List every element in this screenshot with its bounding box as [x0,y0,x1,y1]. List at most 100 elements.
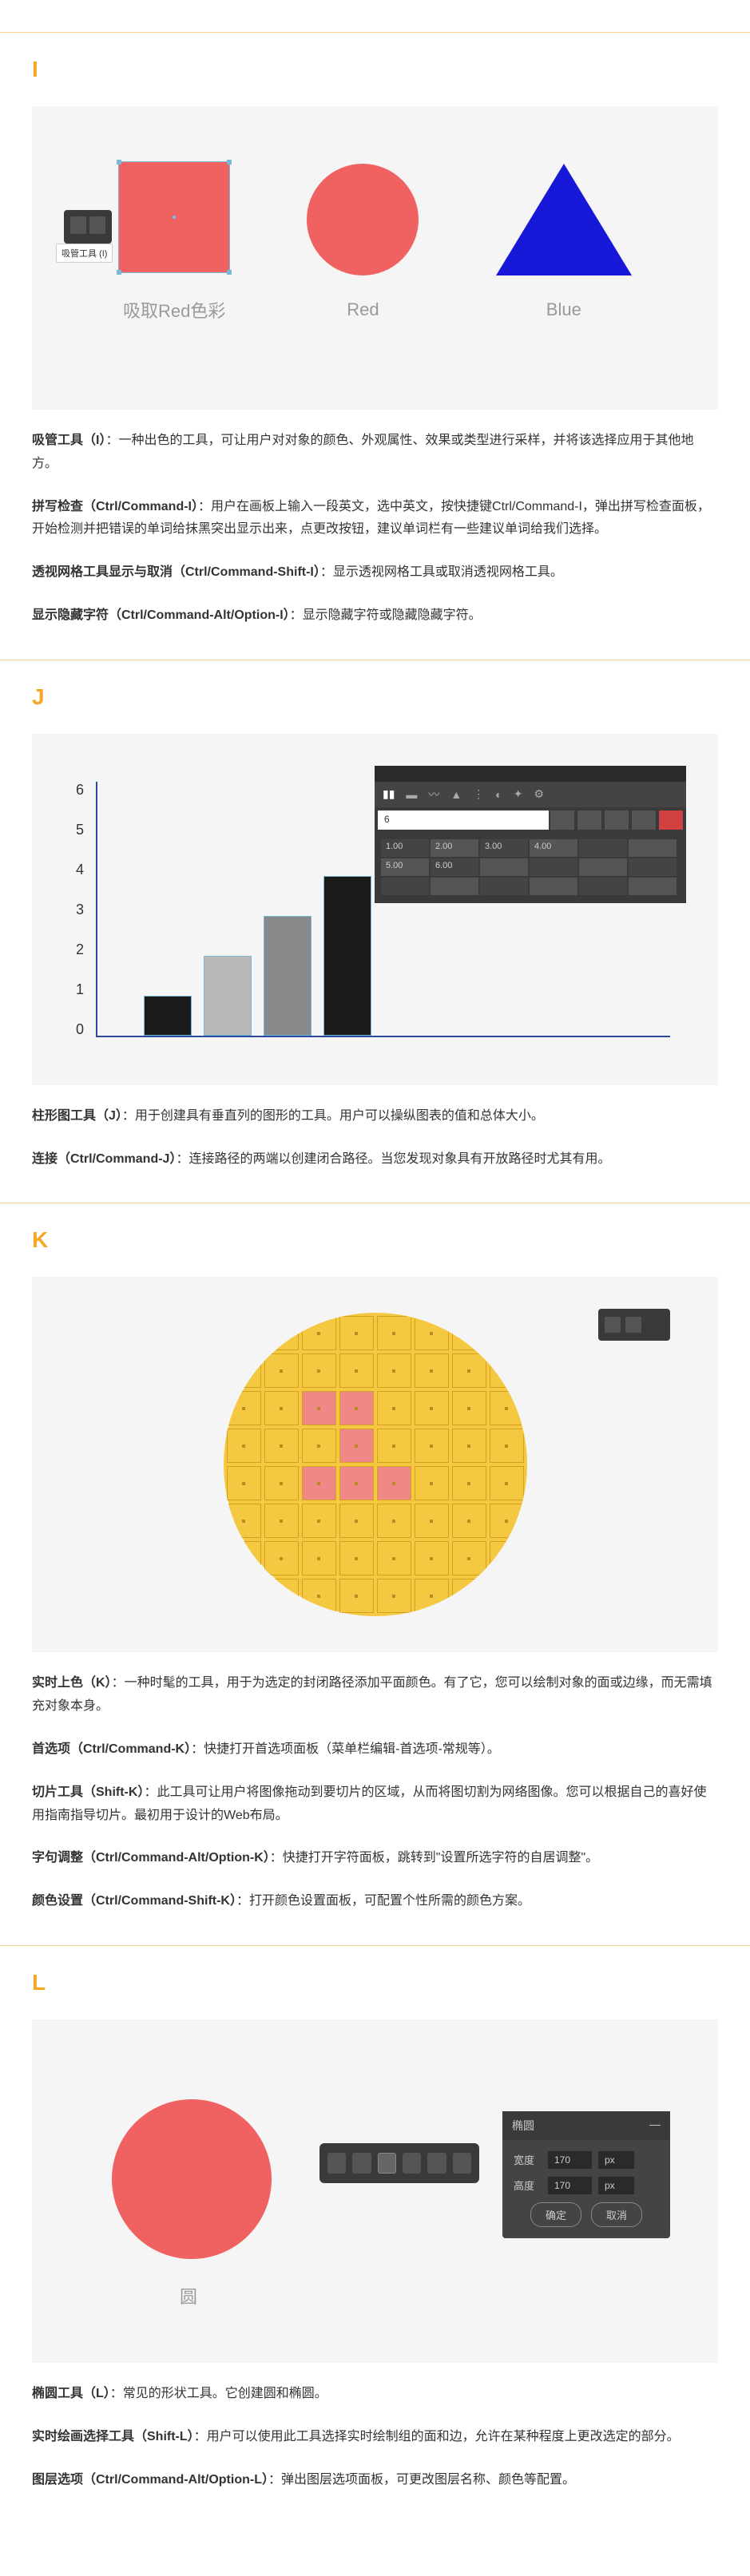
grid-cell[interactable] [302,1429,336,1463]
bar-2[interactable] [204,956,252,1036]
grid-cell[interactable] [227,1429,261,1463]
rounded-rect-icon[interactable] [352,2153,371,2174]
chart-data-panel[interactable]: ▮▮ ▬ 〰 ▲ ⋮ ◐ ✦ ⚙ 6 [375,766,686,903]
grid-cell[interactable] [452,1504,486,1538]
flare-icon[interactable] [453,2153,471,2174]
grid-cell[interactable] [452,1466,486,1500]
grid-cell[interactable] [264,1353,299,1388]
grid-cell[interactable] [302,1504,336,1538]
grid-cell[interactable] [377,1466,411,1500]
grid-cell[interactable] [227,1466,261,1500]
grid-cell[interactable] [415,1504,449,1538]
grid-cell[interactable] [377,1429,411,1463]
grid-cell[interactable] [264,1579,299,1613]
grid-cell[interactable] [339,1541,374,1575]
grid-cell[interactable] [452,1429,486,1463]
grid-cell[interactable] [302,1466,336,1500]
data-input-field[interactable]: 6 [378,810,549,830]
height-unit[interactable]: px [598,2177,634,2194]
grid-cell[interactable] [377,1391,411,1425]
grid-cell[interactable] [339,1353,374,1388]
grid-cell[interactable] [227,1391,261,1425]
grid-cell[interactable] [302,1316,336,1350]
grid-cell[interactable] [415,1541,449,1575]
bar-1[interactable] [144,996,192,1036]
grid-cell[interactable] [377,1579,411,1613]
polygon-icon[interactable] [403,2153,421,2174]
grid-cell[interactable] [227,1504,261,1538]
grid-cell[interactable] [415,1391,449,1425]
radar-icon[interactable]: ✦ [514,787,523,801]
bar-chart-icon[interactable]: ▮▮ [383,787,395,801]
data-btn-1[interactable] [550,810,574,830]
grid-cell[interactable] [377,1504,411,1538]
options-icon[interactable]: ⚙ [534,787,544,801]
line-chart-icon[interactable]: 〰 [428,787,439,803]
grid-cell[interactable] [377,1316,411,1350]
grid-cell[interactable] [339,1429,374,1463]
grid-cell[interactable] [227,1316,261,1350]
grid-cell[interactable] [377,1353,411,1388]
bucket-icon[interactable] [605,1317,621,1333]
grid-cell[interactable] [264,1541,299,1575]
grid-cell[interactable] [490,1316,524,1350]
bar-chart[interactable]: 6 5 4 3 2 1 0 ▮▮ ▬ 〰 ▲ ⋮ ◐ ✦ ⚙ 6 [64,782,686,1053]
eyedropper-tool-panel[interactable]: 吸管工具 (I) [64,210,112,244]
grid-cell[interactable] [264,1391,299,1425]
red-circle-shape[interactable] [307,164,419,275]
live-paint-grid[interactable] [224,1313,527,1616]
pie-icon[interactable]: ◐ [495,788,502,801]
close-icon[interactable]: — [649,2118,661,2134]
paint-tool-panel[interactable] [598,1309,670,1341]
scatter-icon[interactable]: ⋮ [473,787,484,801]
stacked-bar-icon[interactable]: ▬ [406,788,417,801]
grid-cell[interactable] [415,1429,449,1463]
grid-cell[interactable] [490,1504,524,1538]
measure-icon[interactable] [89,216,105,234]
grid-cell[interactable] [302,1353,336,1388]
red-square-shape[interactable] [118,161,230,273]
area-chart-icon[interactable]: ▲ [450,788,462,801]
ellipse-props-dialog[interactable]: 椭圆 — 宽度 px 高度 px 确定 取消 [502,2111,670,2238]
grid-cell[interactable] [339,1504,374,1538]
grid-cell[interactable] [490,1429,524,1463]
grid-cell[interactable] [415,1579,449,1613]
grid-cell[interactable] [339,1391,374,1425]
rect-tool-icon[interactable] [327,2153,346,2174]
eyedropper-icon[interactable] [70,216,86,234]
grid-cell[interactable] [452,1353,486,1388]
grid-cell[interactable] [415,1353,449,1388]
cancel-button[interactable]: 取消 [591,2202,642,2227]
grid-cell[interactable] [415,1316,449,1350]
grid-cell[interactable] [490,1579,524,1613]
grid-cell[interactable] [339,1466,374,1500]
grid-cell[interactable] [264,1504,299,1538]
width-input[interactable] [548,2151,592,2169]
grid-cell[interactable] [452,1579,486,1613]
grid-cell[interactable] [227,1579,261,1613]
data-btn-2[interactable] [577,810,601,830]
grid-cell[interactable] [302,1541,336,1575]
grid-cell[interactable] [452,1391,486,1425]
ellipse-shape[interactable] [112,2099,272,2259]
grid-cell[interactable] [302,1391,336,1425]
width-unit[interactable]: px [598,2151,634,2169]
bar-3[interactable] [264,916,312,1036]
grid-cell[interactable] [490,1466,524,1500]
grid-cell[interactable] [452,1541,486,1575]
grid-cell[interactable] [339,1579,374,1613]
grid-cell[interactable] [264,1429,299,1463]
grid-cell[interactable] [415,1466,449,1500]
grid-cell[interactable] [377,1541,411,1575]
blue-triangle-shape[interactable] [496,164,632,275]
grid-cell[interactable] [339,1316,374,1350]
data-btn-4[interactable] [632,810,656,830]
height-input[interactable] [548,2177,592,2194]
shape-tools-panel[interactable] [319,2143,479,2183]
select-icon[interactable] [625,1317,641,1333]
ok-button[interactable]: 确定 [530,2202,581,2227]
grid-cell[interactable] [302,1579,336,1613]
grid-cell[interactable] [490,1391,524,1425]
grid-cell[interactable] [264,1466,299,1500]
ellipse-tool-icon[interactable] [378,2153,397,2174]
